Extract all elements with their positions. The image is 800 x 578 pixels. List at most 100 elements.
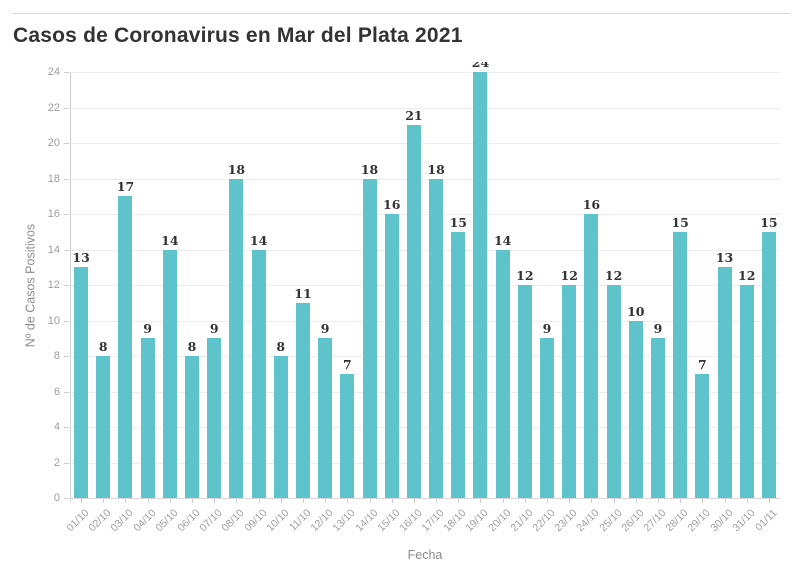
x-axis-tick	[147, 499, 149, 503]
bar-value-label: 16	[582, 197, 601, 212]
y-gridline	[70, 498, 780, 499]
x-axis-tick	[502, 499, 504, 503]
y-tick-label: 18	[47, 172, 60, 185]
bar-value-label: 17	[116, 179, 135, 195]
bar-value-label: 9	[320, 321, 330, 337]
y-gridline	[70, 285, 780, 286]
x-axis-tick	[680, 499, 682, 503]
x-axis-tick	[169, 499, 171, 503]
x-axis-tick	[214, 499, 216, 503]
y-axis-line	[70, 72, 71, 502]
x-axis-tick	[657, 499, 659, 503]
x-axis-tick	[436, 499, 438, 503]
bar	[140, 338, 155, 498]
bar	[185, 356, 200, 498]
bar-value-label: 13	[72, 250, 90, 266]
y-axis-tick	[64, 143, 69, 144]
x-axis-tick	[413, 499, 415, 503]
bar-value-label: 8	[187, 339, 197, 354]
bar	[362, 178, 377, 498]
bar	[739, 285, 754, 498]
x-axis-tick	[192, 499, 194, 503]
y-gridline	[70, 391, 780, 393]
x-axis-tick	[613, 499, 615, 503]
y-tick-label: 6	[53, 385, 60, 398]
bar-value-label: 8	[276, 339, 286, 354]
bar	[162, 249, 177, 498]
x-axis-tick	[280, 499, 282, 503]
y-axis-tick	[64, 107, 69, 109]
bar-value-label: 14	[493, 232, 512, 248]
y-tick-label: 0	[53, 492, 60, 504]
bar	[451, 231, 466, 498]
bar-value-label: 8	[98, 339, 108, 354]
y-tick-label: 14	[47, 243, 60, 256]
bar	[429, 178, 444, 498]
bar	[562, 285, 577, 498]
x-axis-tick	[746, 499, 748, 503]
top-divider	[13, 13, 790, 14]
y-axis-tick	[64, 249, 69, 251]
x-axis-title: Fecha	[407, 548, 443, 562]
bar	[761, 231, 776, 498]
x-axis-tick	[635, 499, 637, 503]
bar-value-label: 12	[738, 268, 756, 283]
x-axis-tick	[591, 499, 593, 503]
y-tick-label: 8	[53, 350, 60, 362]
x-axis-tick	[768, 499, 770, 503]
bar	[606, 285, 621, 498]
y-gridline	[70, 462, 780, 464]
y-tick-label: 2	[53, 456, 60, 469]
x-axis-tick	[302, 499, 304, 503]
chart-title: Casos de Coronavirus en Mar del Plata 20…	[13, 24, 463, 47]
bar	[251, 249, 266, 498]
y-axis-tick	[64, 391, 69, 393]
x-axis-tick	[325, 499, 327, 503]
x-axis-tick	[480, 499, 482, 503]
bar	[295, 302, 310, 498]
bar	[673, 231, 688, 498]
x-axis-tick	[236, 499, 238, 503]
bar	[473, 72, 488, 498]
y-gridline	[70, 356, 780, 357]
x-axis-tick	[391, 499, 393, 503]
y-axis-tick	[64, 285, 69, 286]
y-axis-tick	[64, 214, 69, 215]
y-axis-tick	[64, 427, 69, 428]
bar-value-label: 13	[715, 250, 734, 266]
y-tick-label: 20	[47, 137, 60, 149]
bar-value-label: 10	[627, 303, 645, 319]
bar	[340, 373, 355, 498]
chart-plot-area: 0 2 4 6 8 10 12 14 16 18 20 22 24 13 01/10 8 02/10 17 03/1…	[0, 62, 800, 578]
y-tick-label: 24	[47, 66, 60, 78]
bar-value-label: 9	[143, 321, 152, 337]
y-gridline	[70, 72, 780, 73]
bar	[695, 373, 710, 498]
bar	[74, 267, 89, 498]
bar-value-label: 14	[161, 232, 179, 248]
bar	[318, 338, 333, 498]
bar	[540, 338, 555, 498]
bar-value-label: 18	[360, 161, 379, 177]
x-axis-tick	[81, 499, 83, 503]
bar-value-label: 12	[604, 268, 623, 283]
bar-value-label: 15	[449, 214, 467, 230]
x-axis-tick	[369, 499, 371, 503]
bar-value-label: 14	[249, 232, 268, 248]
bar-value-label: 21	[405, 108, 423, 124]
x-axis-tick	[125, 499, 127, 503]
bar-value-label: 15	[760, 214, 778, 230]
y-axis-tick	[64, 498, 69, 499]
bar	[406, 125, 421, 498]
bar-value-label: 12	[516, 268, 534, 283]
bar	[717, 267, 732, 498]
x-axis-tick	[724, 499, 726, 503]
x-axis-tick	[258, 499, 260, 503]
bar	[650, 338, 665, 498]
y-axis-tick	[64, 356, 69, 357]
y-tick-label: 10	[47, 314, 60, 327]
bar-value-label: 18	[427, 161, 445, 177]
bar-value-label: 11	[294, 285, 312, 301]
x-axis-tick	[458, 499, 460, 503]
